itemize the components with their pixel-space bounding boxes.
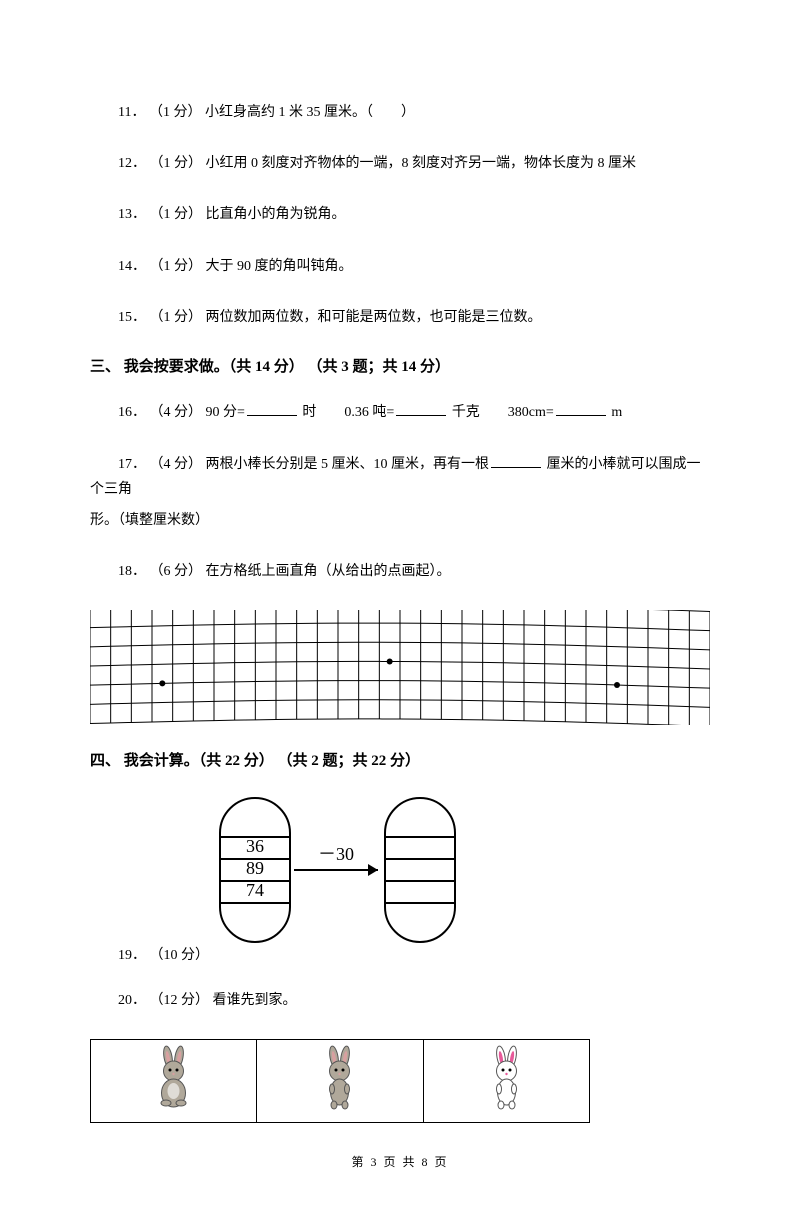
blank[interactable] [396, 401, 446, 416]
question-16: 16． （4 分） 90 分= 时 0.36 吨= 千克 380cm= m [90, 400, 710, 425]
q-text: 比直角小的角为锐角。 [206, 207, 346, 222]
rabbit-cell-1 [91, 1040, 257, 1123]
q16-p3: m [611, 405, 622, 420]
svg-text:36: 36 [246, 836, 264, 856]
svg-text:74: 74 [246, 880, 264, 900]
rabbit-table [90, 1039, 590, 1123]
q-text: 在方格纸上画直角（从给出的点画起）。 [206, 564, 451, 579]
q-points: （10 分） [150, 948, 210, 963]
rabbit-cell-3 [423, 1040, 589, 1123]
question-15: 15． （1 分） 两位数加两位数，和可能是两位数，也可能是三位数。 [90, 305, 710, 330]
grid-figure [90, 610, 710, 725]
question-12: 12． （1 分） 小红用 0 刻度对齐物体的一端，8 刻度对齐另一端，物体长度… [90, 151, 710, 176]
q-num: 19． [118, 948, 146, 963]
q16-p1: 时 0.36 吨= [302, 405, 394, 420]
q16-p2: 千克 380cm= [452, 405, 554, 420]
q-points: （1 分） [150, 156, 203, 171]
q-points: （6 分） [150, 564, 203, 579]
q-text: 小红身高约 1 米 35 厘米。（ ） [205, 105, 415, 120]
section-3-title: 三、 我会按要求做。（共 14 分） （共 3 题；共 14 分） [90, 356, 710, 379]
q-text: 两位数加两位数，和可能是两位数，也可能是三位数。 [206, 310, 542, 325]
blank[interactable] [556, 401, 606, 416]
question-14: 14． （1 分） 大于 90 度的角叫钝角。 [90, 254, 710, 279]
capsule-figure: 368974 －30 [210, 795, 490, 945]
q-points: （4 分） [150, 457, 203, 472]
question-19: 19． （10 分） [90, 945, 710, 966]
q-num: 14． [118, 259, 146, 274]
q-text: 看谁先到家。 [213, 993, 297, 1008]
rabbit-icon [146, 1045, 201, 1110]
q-num: 13． [118, 207, 146, 222]
page-footer: 第 3 页 共 8 页 [90, 1153, 710, 1171]
q17-a: 两根小棒长分别是 5 厘米、10 厘米，再有一根 [206, 457, 490, 472]
rabbit-cell-2 [257, 1040, 423, 1123]
q-points: （1 分） [149, 105, 202, 120]
q-num: 11． [118, 105, 145, 120]
question-18: 18． （6 分） 在方格纸上画直角（从给出的点画起）。 [90, 559, 710, 584]
blank[interactable] [247, 401, 297, 416]
q-num: 15． [118, 310, 146, 325]
q-points: （1 分） [150, 310, 203, 325]
rabbit-icon [312, 1045, 367, 1110]
q-text: 大于 90 度的角叫钝角。 [206, 259, 353, 274]
q-num: 18． [118, 564, 146, 579]
blank[interactable] [491, 453, 541, 468]
svg-text:－30: －30 [318, 844, 354, 864]
question-13: 13． （1 分） 比直角小的角为锐角。 [90, 202, 710, 227]
q16-p0: 90 分= [206, 405, 245, 420]
q-points: （1 分） [150, 207, 203, 222]
question-17-cont: 形。（填整厘米数） [90, 508, 710, 533]
question-20: 20． （12 分） 看谁先到家。 [90, 988, 710, 1013]
q-points: （12 分） [150, 993, 210, 1008]
q-points: （4 分） [150, 405, 203, 420]
svg-text:89: 89 [246, 858, 264, 878]
q17-c: 形。（填整厘米数） [90, 513, 209, 528]
q-num: 17． [118, 457, 146, 472]
rabbit-icon [479, 1045, 534, 1110]
q-num: 16． [118, 405, 146, 420]
q-points: （1 分） [150, 259, 203, 274]
section-4-title: 四、 我会计算。（共 22 分） （共 2 题；共 22 分） [90, 750, 710, 773]
q-text: 小红用 0 刻度对齐物体的一端，8 刻度对齐另一端，物体长度为 8 厘米 [206, 156, 637, 171]
question-11: 11． （1 分） 小红身高约 1 米 35 厘米。（ ） [90, 100, 710, 125]
question-17: 17． （4 分） 两根小棒长分别是 5 厘米、10 厘米，再有一根 厘米的小棒… [90, 452, 710, 502]
q-num: 12． [118, 156, 146, 171]
q-num: 20． [118, 993, 146, 1008]
